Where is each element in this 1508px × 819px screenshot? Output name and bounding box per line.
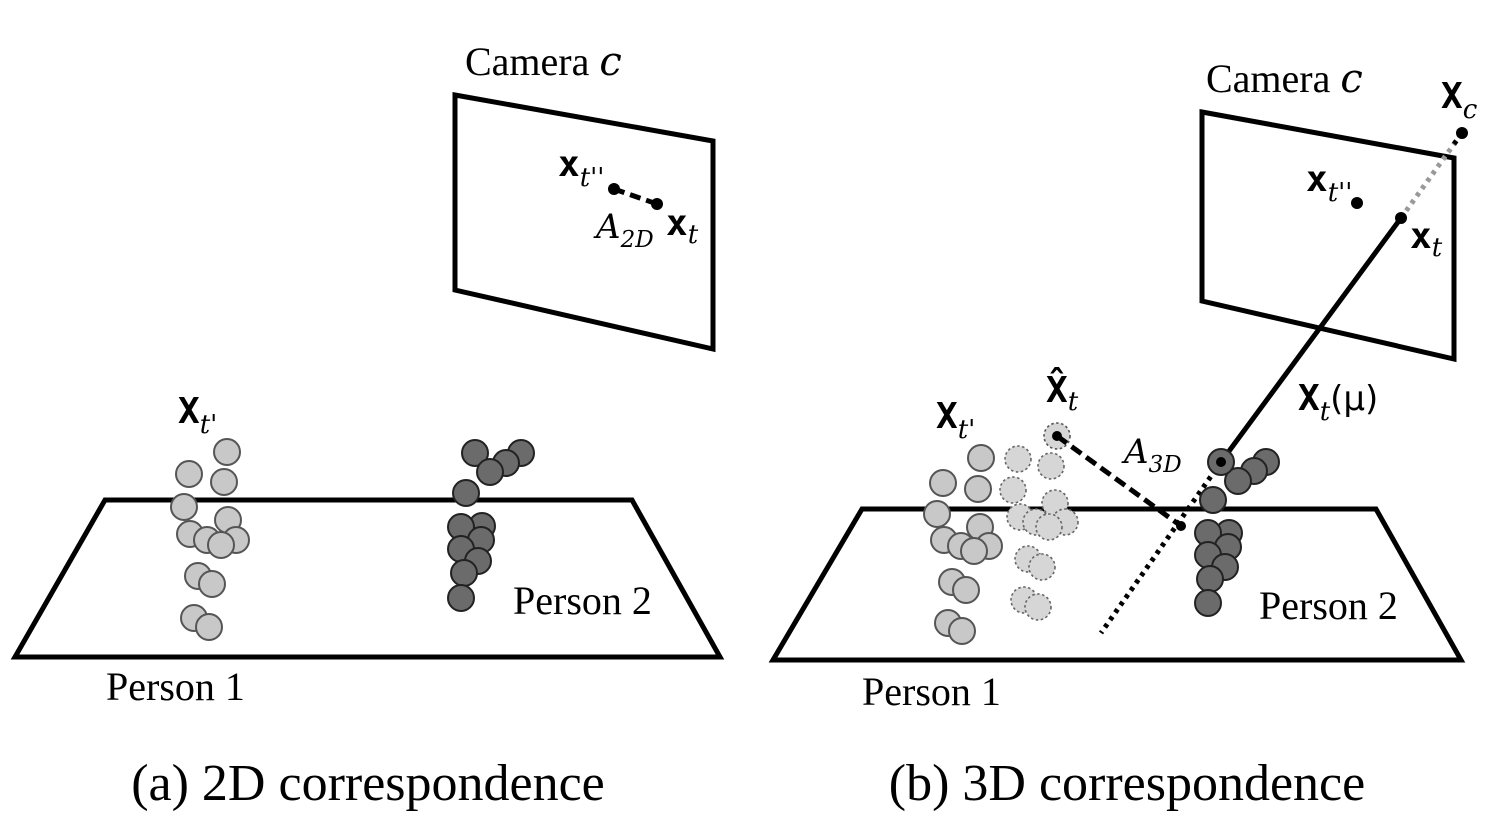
closest-point-on-ray — [1176, 521, 1186, 531]
camera-label-a: Camera c — [465, 39, 622, 85]
person1-points-b — [923, 444, 1003, 645]
affinity-2d-line — [613, 186, 658, 207]
joint-marker — [175, 460, 203, 488]
caption-b: (b) 3D correspondence — [889, 755, 1365, 812]
person2-points-a — [447, 439, 535, 612]
camera-image-plane-a — [452, 92, 716, 353]
ray-dotted-lower — [1098, 460, 1224, 635]
label-x-t2-b: xt'' — [1306, 159, 1352, 208]
joint-marker — [1196, 565, 1224, 593]
joint-marker — [447, 584, 475, 612]
keypoint-x-t-b — [1395, 212, 1407, 224]
joint-marker — [210, 468, 238, 496]
joint-marker — [967, 444, 995, 472]
joint-marker — [452, 479, 480, 507]
label-x-t2-a: xt'' — [558, 144, 604, 193]
keypoint-x-t2-a — [608, 183, 620, 195]
label-predicted-point: X̂t — [1046, 366, 1079, 417]
joint-marker — [952, 576, 980, 604]
joint-marker — [1024, 593, 1052, 621]
joint-marker — [461, 439, 489, 467]
joint-marker — [1037, 452, 1065, 480]
label-ray: Xt(μ) — [1298, 378, 1378, 427]
joint-marker — [999, 476, 1027, 504]
label-camera-center: Xc — [1441, 76, 1478, 125]
joint-marker — [213, 438, 241, 466]
joint-marker — [476, 458, 504, 486]
label-x-t-a: xt — [666, 203, 699, 250]
label-x-t-b: xt — [1410, 216, 1443, 263]
joint-marker — [1224, 467, 1252, 495]
joint-marker — [964, 475, 992, 503]
camera-image-plane-b — [1199, 109, 1457, 363]
label-person2-b: Person 2 — [1259, 583, 1398, 628]
joint-marker — [450, 559, 478, 587]
camera-label-b: Camera c — [1206, 56, 1363, 102]
joint-marker — [170, 493, 198, 521]
label-person1-var-a: Xt' — [178, 391, 217, 440]
joint-marker — [207, 531, 235, 559]
joint-marker — [1004, 445, 1032, 473]
keypoint-x-t2-b — [1351, 197, 1363, 209]
affinity-3d-line — [1055, 433, 1183, 529]
joint-marker — [1035, 513, 1063, 541]
panel-b: Camera c Xc xt'' xt Xt(μ) — [768, 56, 1478, 812]
caption-a: (a) 2D correspondence — [131, 755, 605, 812]
label-person2-a: Person 2 — [513, 578, 652, 623]
joint-marker — [929, 469, 957, 497]
keypoint-x-t-a — [651, 198, 663, 210]
joint-marker — [1199, 486, 1227, 514]
joint-marker — [1194, 589, 1222, 617]
joint-marker — [948, 617, 976, 645]
person1-points-a — [170, 438, 250, 641]
label-affinity-2d: A2D — [593, 207, 654, 253]
joint-marker — [195, 613, 223, 641]
joint-marker — [1028, 553, 1056, 581]
label-person1-a: Person 1 — [106, 664, 245, 709]
label-person1-var-b: Xt' — [936, 396, 975, 445]
joint-marker — [198, 570, 226, 598]
panel-a: Camera c xt'' A2D xt — [10, 39, 725, 812]
label-affinity-3d: A3D — [1121, 432, 1182, 478]
predicted-person1-points — [999, 445, 1079, 621]
ray-joint-center — [1216, 457, 1226, 467]
label-person1-b: Person 1 — [862, 669, 1001, 714]
camera-center-point — [1456, 127, 1468, 139]
joint-marker — [923, 500, 951, 528]
joint-marker — [960, 537, 988, 565]
ray-solid — [1218, 216, 1404, 464]
